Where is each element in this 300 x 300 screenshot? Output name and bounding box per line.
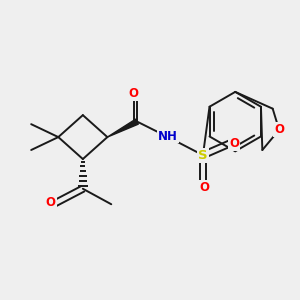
Text: O: O (274, 123, 284, 136)
Text: O: O (199, 181, 209, 194)
Text: NH: NH (158, 130, 178, 142)
Text: O: O (229, 137, 239, 150)
Text: O: O (46, 196, 56, 209)
Text: O: O (128, 87, 138, 100)
Text: S: S (198, 149, 208, 162)
Polygon shape (107, 119, 138, 137)
